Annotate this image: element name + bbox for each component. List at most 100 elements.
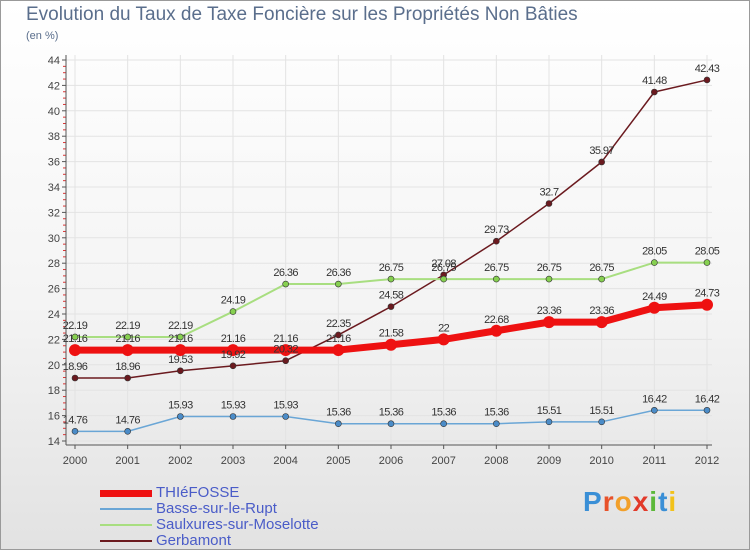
data-point xyxy=(332,344,345,357)
data-point xyxy=(598,418,605,426)
data-point xyxy=(124,428,131,435)
data-label: 21.58 xyxy=(379,328,404,340)
proxiti-logo: Proxiti xyxy=(583,486,677,518)
legend-label: Saulxures-sur-Moselotte xyxy=(156,516,319,533)
data-label: 28.05 xyxy=(642,246,667,258)
data-point xyxy=(282,413,289,420)
data-point xyxy=(124,333,131,341)
data-label: 26.75 xyxy=(589,262,614,274)
x-tick-label: 2012 xyxy=(695,455,719,467)
x-tick-label: 2001 xyxy=(115,455,139,467)
data-label: 24.58 xyxy=(379,290,404,302)
legend-label: Basse-sur-le-Rupt xyxy=(156,500,277,517)
data-label: 21.16 xyxy=(221,333,246,345)
data-point xyxy=(174,344,187,357)
x-tick-label: 2004 xyxy=(273,455,297,467)
data-label: 15.36 xyxy=(484,407,509,419)
data-label: 26.36 xyxy=(326,267,351,279)
data-point xyxy=(437,333,450,346)
data-label: 15.36 xyxy=(431,407,456,419)
y-tick-label: 28 xyxy=(48,258,60,270)
y-tick-label: 22 xyxy=(48,334,60,346)
data-label: 15.51 xyxy=(537,405,562,417)
legend-swatch xyxy=(100,540,152,542)
data-label: 22.35 xyxy=(326,318,351,330)
data-label: 35.97 xyxy=(589,145,614,157)
data-label: 21.16 xyxy=(168,333,193,345)
legend-swatch xyxy=(100,524,152,526)
logo-letter: P xyxy=(583,486,603,517)
data-point xyxy=(651,88,658,96)
data-label: 21.16 xyxy=(273,333,298,345)
y-tick-label: 16 xyxy=(48,411,60,423)
legend-swatch xyxy=(100,508,152,510)
data-label: 18.96 xyxy=(115,361,140,373)
data-label: 21.16 xyxy=(326,333,351,345)
y-tick-label: 44 xyxy=(48,55,60,67)
data-point xyxy=(335,420,342,428)
data-label: 14.76 xyxy=(115,414,140,426)
data-label: 22.19 xyxy=(63,320,88,332)
y-tick-label: 26 xyxy=(48,284,60,296)
data-point xyxy=(387,275,395,283)
data-label: 15.93 xyxy=(168,399,193,411)
x-tick-label: 2003 xyxy=(221,455,245,467)
y-tick-label: 40 xyxy=(48,106,60,118)
data-label: 26.75 xyxy=(537,262,562,274)
data-label: 26.75 xyxy=(379,262,404,274)
data-point xyxy=(598,158,605,166)
data-point xyxy=(229,308,237,315)
data-point xyxy=(490,324,503,337)
data-point xyxy=(69,344,81,357)
data-point xyxy=(229,362,237,370)
line-chart: 14 16 18 20 22 24 26 28 30 32 34 36 38 40 42 44 2000 2001… xyxy=(48,55,720,467)
y-tick-label: 38 xyxy=(48,131,60,143)
data-point xyxy=(648,301,661,314)
data-point xyxy=(440,420,447,428)
data-point xyxy=(493,275,500,283)
data-label: 19.92 xyxy=(221,349,246,361)
legend-label: Gerbamont xyxy=(156,532,232,549)
chart-subtitle: (en %) xyxy=(26,30,59,42)
data-point xyxy=(545,200,553,207)
data-point xyxy=(651,406,658,414)
x-tick-label: 2010 xyxy=(589,455,613,467)
data-point xyxy=(387,420,395,428)
data-label: 41.48 xyxy=(642,75,667,87)
logo-letter: i xyxy=(668,486,678,517)
data-label: 16.42 xyxy=(695,393,720,405)
data-point xyxy=(124,374,131,382)
data-label: 15.51 xyxy=(589,405,614,417)
y-tick-label: 20 xyxy=(48,360,60,372)
data-point xyxy=(71,374,79,382)
data-label: 26.75 xyxy=(431,262,456,274)
data-point xyxy=(227,344,239,357)
data-point xyxy=(595,316,608,329)
data-point xyxy=(545,418,553,426)
data-label: 22 xyxy=(438,322,450,334)
y-tick-label: 34 xyxy=(48,182,60,194)
x-tick-label: 2007 xyxy=(431,455,455,467)
data-label: 24.49 xyxy=(642,291,667,303)
data-point xyxy=(229,413,237,420)
data-label: 24.19 xyxy=(221,295,246,307)
x-tick-label: 2006 xyxy=(379,455,403,467)
data-label: 24.73 xyxy=(695,288,720,300)
x-tick-label: 2002 xyxy=(168,455,192,467)
data-point xyxy=(651,259,658,266)
y-tick-label: 42 xyxy=(48,80,60,92)
x-tick-label: 2011 xyxy=(643,455,667,467)
x-tick-label: 2008 xyxy=(484,455,508,467)
data-point xyxy=(701,298,713,311)
y-tick-label: 36 xyxy=(48,157,60,169)
data-label: 22.68 xyxy=(484,314,509,326)
data-point xyxy=(335,331,342,339)
legend-swatch xyxy=(100,489,152,497)
data-point xyxy=(335,280,342,288)
logo-letter: t xyxy=(658,486,669,517)
data-point xyxy=(387,303,395,310)
y-tick-label: 18 xyxy=(48,385,60,397)
data-label: 16.42 xyxy=(642,393,667,405)
data-label: 19.53 xyxy=(168,354,193,366)
